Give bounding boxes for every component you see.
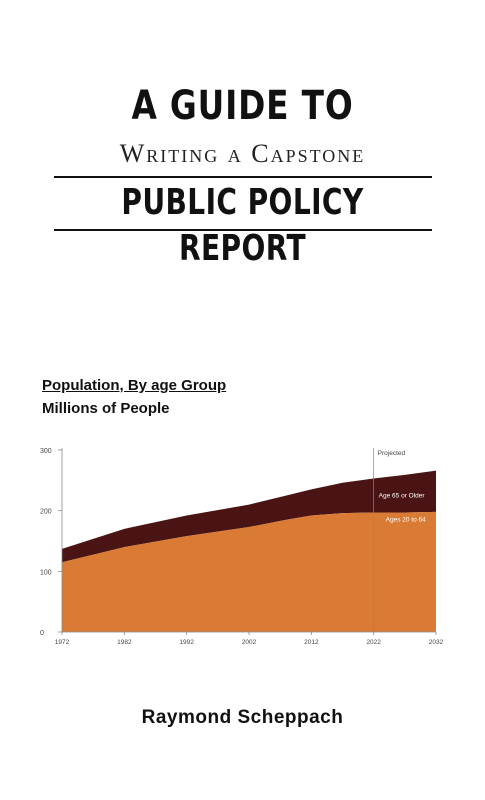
x-tick-label: 2002 <box>242 639 257 646</box>
series-label-65-plus: Age 65 or Older <box>379 492 426 499</box>
chart-subtitle: Millions of People <box>42 400 170 417</box>
x-tick-label: 1972 <box>55 639 70 646</box>
author-name: Raymond Scheppach <box>141 707 344 728</box>
area-ages-20-to-64 <box>62 511 436 632</box>
x-tick-label: 1982 <box>117 639 132 646</box>
projected-label: Projected <box>378 450 406 457</box>
title-rule-bottom <box>54 229 432 231</box>
chart-title: Population, By age Group <box>42 377 227 394</box>
y-tick-label: 0 <box>40 630 44 637</box>
title-line-1: A GUIDE TO <box>131 83 354 129</box>
title-rule-top <box>54 176 432 178</box>
series-label-20-64: Ages 20 to 64 <box>386 517 426 524</box>
title-line-2: Writing a Capstone <box>119 139 366 168</box>
y-tick-label: 100 <box>40 569 52 576</box>
x-tick-label: 2032 <box>429 639 444 646</box>
x-tick-label: 1992 <box>179 639 194 646</box>
title-line-3: PUBLIC POLICY REPORT <box>121 182 364 269</box>
area-age-65-or-older <box>62 470 436 563</box>
y-tick-label: 300 <box>40 448 52 455</box>
y-tick-label: 200 <box>40 509 52 516</box>
population-chart: 0 100 200 300 1972 1982 1992 2002 2012 2022 2032 Pr… <box>40 448 444 646</box>
x-tick-label: 2022 <box>366 639 381 646</box>
x-tick-label: 2012 <box>304 639 319 646</box>
